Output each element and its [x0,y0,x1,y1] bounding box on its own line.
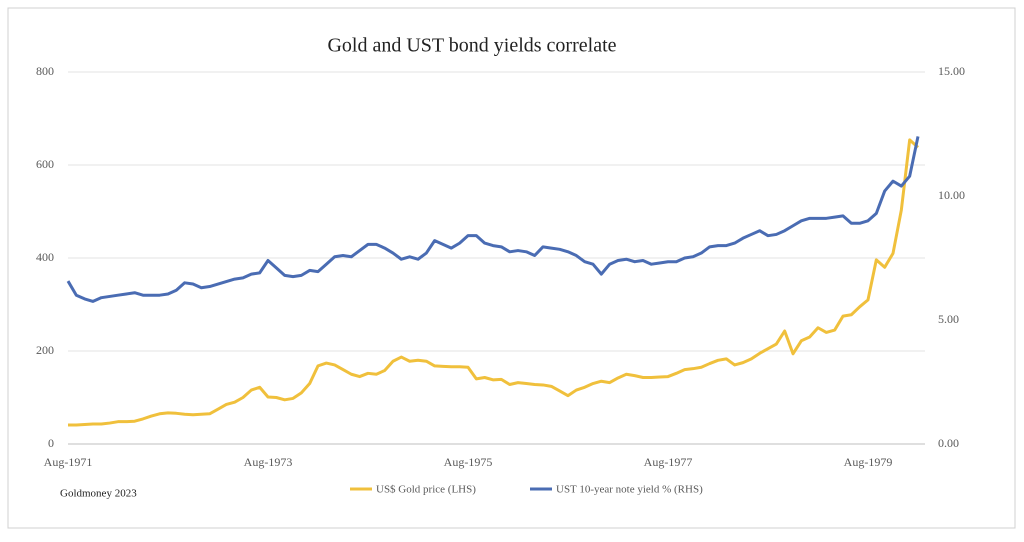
x-tick-label: Aug-1977 [644,455,693,469]
y2-tick-label: 15.00 [938,64,965,78]
x-tick-label: Aug-1971 [44,455,93,469]
y-tick-label: 600 [36,157,54,171]
x-tick-label: Aug-1973 [244,455,293,469]
y-tick-label: 200 [36,343,54,357]
y2-tick-label: 5.00 [938,312,959,326]
y-tick-label: 0 [48,436,54,450]
chart-frame [7,7,1016,529]
legend-label: US$ Gold price (LHS) [376,484,476,496]
series-line [68,138,919,427]
x-tick-label: Aug-1975 [444,455,493,469]
x-tick-label: Aug-1979 [844,455,893,469]
legend-label: UST 10-year note yield % (RHS) [556,484,703,496]
chart-title: Gold and UST bond yields correlate [327,35,616,57]
series-line [66,136,920,303]
y2-tick-label: 0.00 [938,436,959,450]
annotation: Goldmoney 2023 [60,488,137,500]
y2-tick-label: 10.00 [938,188,965,202]
y-tick-label: 400 [36,250,54,264]
y-tick-label: 800 [36,64,54,78]
